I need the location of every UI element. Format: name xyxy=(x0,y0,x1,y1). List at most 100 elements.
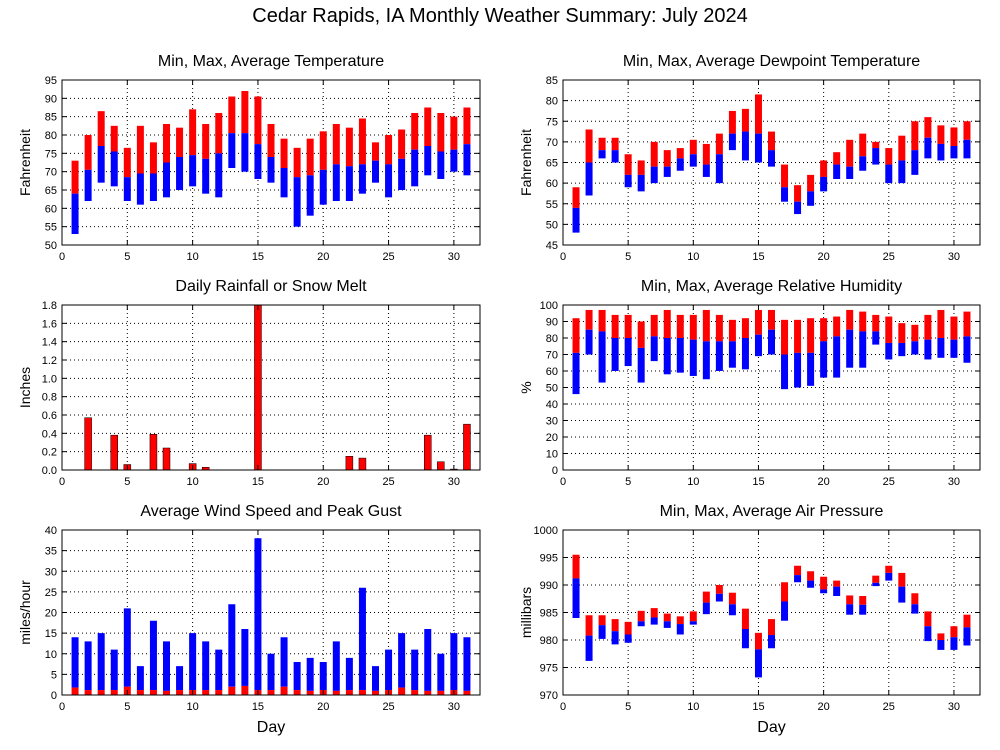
x-tick-label: 15 xyxy=(252,476,264,488)
x-tick-label: 15 xyxy=(252,251,264,263)
y-tick-label: 50 xyxy=(546,219,558,231)
y-tick-label: 1.0 xyxy=(42,373,57,385)
y-axis-label: miles/hour xyxy=(17,580,33,645)
bar-rainfall xyxy=(110,434,118,471)
bar-min-to-avg xyxy=(306,175,314,216)
bar-rainfall xyxy=(84,417,92,471)
x-tick-label: 25 xyxy=(382,251,394,263)
y-tick-label: 100 xyxy=(540,300,558,312)
bar-peak-gust xyxy=(437,653,445,691)
bar-avg-speed xyxy=(267,690,275,695)
y-tick-label: 80 xyxy=(546,96,558,108)
bar-avg-speed xyxy=(110,690,118,695)
bar-avg-speed xyxy=(437,690,445,695)
plot-frame xyxy=(61,79,481,246)
y-tick-label: 55 xyxy=(546,199,558,211)
chart-title: Min, Max, Average Relative Humidity xyxy=(641,278,902,295)
bar-avg-to-max xyxy=(663,309,671,338)
y-tick-label: 80 xyxy=(45,130,57,142)
bar-avg-to-max xyxy=(911,324,919,342)
x-tick-label: 15 xyxy=(752,701,764,713)
bar-min-to-avg xyxy=(833,336,841,378)
bar-min-to-avg xyxy=(650,166,658,184)
bar-min-to-avg xyxy=(293,177,301,227)
bar-avg-to-max xyxy=(585,309,593,330)
x-tick-label: 30 xyxy=(448,251,460,263)
x-tick-label: 25 xyxy=(883,701,895,713)
bar-min-to-avg xyxy=(228,133,236,168)
bar-min-to-avg xyxy=(345,166,353,201)
bar-avg-speed xyxy=(345,690,353,695)
bar-peak-gust xyxy=(306,657,314,691)
bar-min-to-avg xyxy=(97,146,105,183)
bar-avg-to-max xyxy=(911,121,919,151)
bar-min-to-avg xyxy=(781,354,789,390)
bar-min-to-avg xyxy=(71,193,79,234)
x-tick-label: 20 xyxy=(317,251,329,263)
bar-avg-to-max xyxy=(950,626,958,638)
bar-avg-to-max xyxy=(741,318,749,338)
y-tick-label: 30 xyxy=(45,566,57,578)
x-tick-label: 5 xyxy=(625,701,631,713)
x-tick-label: 25 xyxy=(382,701,394,713)
bar-avg-to-max xyxy=(846,595,854,605)
bar-avg-speed xyxy=(163,690,170,695)
bar-avg-to-max xyxy=(598,309,606,332)
bar-min-to-avg xyxy=(768,150,775,167)
bar-min-to-avg xyxy=(820,341,828,378)
chart-title: Average Wind Speed and Peak Gust xyxy=(140,503,402,520)
x-tick-label: 10 xyxy=(687,701,699,713)
bar-min-to-avg xyxy=(650,617,658,625)
bar-min-to-avg xyxy=(741,131,749,161)
panel-rainfall: 0.0 0.2 0.4 0.6 0.8 1.0 1.2 1.4 1.6 1.8 0 5 10 15 20 25… xyxy=(17,278,481,488)
bar-min-to-avg xyxy=(702,164,710,177)
x-tick-label: 0 xyxy=(560,701,566,713)
bar-min-to-avg xyxy=(585,635,593,661)
bar-peak-gust xyxy=(84,641,92,691)
y-axis-label: Fahrenheit xyxy=(518,129,534,196)
bar-peak-gust xyxy=(123,608,131,687)
y-tick-label: 1000 xyxy=(534,525,558,537)
bar-min-to-avg xyxy=(663,166,671,177)
y-tick-label: 70 xyxy=(546,350,558,362)
bar-avg-to-max xyxy=(345,127,353,167)
bar-peak-gust xyxy=(267,653,275,691)
bar-min-to-avg xyxy=(846,329,854,368)
x-tick-label: 15 xyxy=(752,476,764,488)
x-tick-label: 20 xyxy=(818,251,830,263)
bar-min-to-avg xyxy=(963,139,971,159)
y-tick-label: 60 xyxy=(546,366,558,378)
bar-min-to-avg xyxy=(820,589,828,594)
bar-min-to-avg xyxy=(741,629,749,649)
bar-avg-to-max xyxy=(611,619,619,632)
x-tick-label: 0 xyxy=(59,251,65,263)
bar-min-to-avg xyxy=(624,174,632,188)
bar-rainfall xyxy=(437,461,445,471)
bar-min-to-avg xyxy=(715,154,723,184)
bar-min-to-avg xyxy=(754,649,762,678)
bar-peak-gust xyxy=(398,633,406,688)
bar-avg-to-max xyxy=(924,314,932,340)
bar-peak-gust xyxy=(463,637,471,691)
bar-min-to-avg xyxy=(332,164,340,201)
bar-avg-to-max xyxy=(963,614,971,628)
bar-min-to-avg xyxy=(598,150,606,159)
y-tick-label: 1.4 xyxy=(42,337,57,349)
bar-min-to-avg xyxy=(280,168,288,198)
bar-avg-to-max xyxy=(411,113,419,150)
x-tick-label: 5 xyxy=(625,251,631,263)
bar-min-to-avg xyxy=(937,143,945,161)
bar-avg-to-max xyxy=(768,131,775,151)
bar-avg-to-max xyxy=(280,138,288,168)
bar-peak-gust xyxy=(228,604,236,687)
bar-avg-to-max xyxy=(898,572,906,587)
bar-avg-speed xyxy=(97,690,105,695)
bar-avg-to-max xyxy=(963,311,971,337)
bar-avg-speed xyxy=(84,690,92,695)
y-tick-label: 10 xyxy=(546,449,558,461)
y-tick-label: 0.4 xyxy=(42,428,57,440)
bar-avg-to-max xyxy=(202,124,210,159)
bar-min-to-avg xyxy=(689,339,697,376)
bar-min-to-avg xyxy=(728,341,736,368)
